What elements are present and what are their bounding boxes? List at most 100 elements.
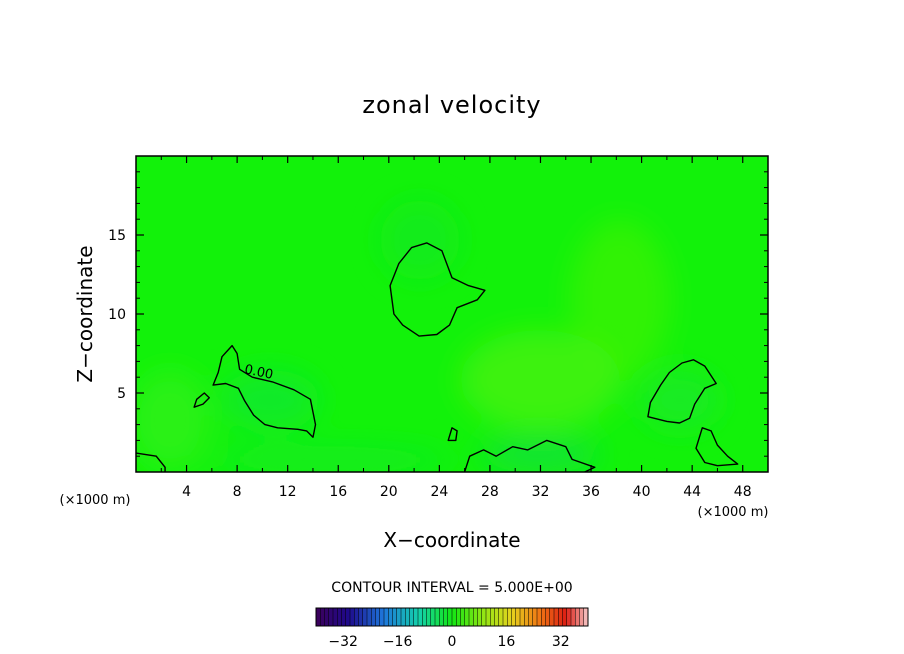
colorbar-cell xyxy=(409,608,415,626)
colorbar-cell xyxy=(435,608,440,626)
colorbar-cell xyxy=(418,608,423,626)
colorbar-cell xyxy=(328,608,334,626)
y-tick-label: 5 xyxy=(117,386,126,402)
colorbar-cell xyxy=(498,608,504,626)
colorbar-cell xyxy=(341,608,347,626)
colorbar-cell xyxy=(558,608,563,626)
colorbar-frame xyxy=(315,607,589,627)
x-tick-label: 20 xyxy=(380,484,398,500)
colorbar-cell xyxy=(320,608,325,626)
colorbar-cell xyxy=(490,608,495,626)
colorbar-cell xyxy=(350,608,355,626)
colorbar-cell xyxy=(562,608,568,626)
colorbar-cell xyxy=(486,608,491,626)
colorbar-cell xyxy=(413,608,419,626)
colorbar-cell xyxy=(316,608,321,626)
contour-lines xyxy=(136,242,739,472)
x-tick-label: 28 xyxy=(481,484,499,500)
x-tick-label: 4 xyxy=(182,484,191,500)
colorbar-cell xyxy=(528,608,534,626)
colorbar-cell xyxy=(367,608,372,626)
colorbar-cell xyxy=(430,608,436,626)
colorbar-cell xyxy=(481,608,487,626)
colorbar-cell xyxy=(579,608,585,626)
y-axis-title: Z−coordinate xyxy=(73,245,97,382)
colorbar-cell xyxy=(520,608,525,626)
colorbar-tick-label: 16 xyxy=(497,634,515,650)
y-tick-label: 10 xyxy=(108,307,126,323)
x-tick-label: 24 xyxy=(430,484,448,500)
contour-right-bottom-small xyxy=(695,427,739,467)
colorbar-cell xyxy=(477,608,483,626)
colorbar-cell xyxy=(375,608,381,626)
colorbar-tick-labels: −32 −16 0 16 32 xyxy=(328,634,569,650)
x-tick-label: 16 xyxy=(329,484,347,500)
colorbar-cell xyxy=(583,608,589,626)
x-tick-label: 36 xyxy=(582,484,600,500)
colorbar-cell xyxy=(503,608,508,626)
colorbar-cell xyxy=(452,608,457,626)
colorbar-cell xyxy=(439,608,444,626)
axis-ticks xyxy=(136,156,768,472)
colorbar-cell xyxy=(358,608,364,626)
colorbar-cell xyxy=(401,608,406,626)
contour-central-blob xyxy=(389,242,486,337)
contour-left-blob xyxy=(212,344,317,438)
x-unit-left: (×1000 m) xyxy=(60,493,131,508)
colorbar-cell xyxy=(426,608,432,626)
colorbar-cell xyxy=(333,608,338,626)
y-tick-labels: 5 10 15 xyxy=(108,228,126,402)
colorbar-cell xyxy=(379,608,385,626)
colorbar-cell xyxy=(511,608,517,626)
shade-center xyxy=(460,330,620,430)
colorbar-cell xyxy=(371,608,376,626)
colorbar-cell xyxy=(324,608,330,626)
colorbar-tick-label: −16 xyxy=(383,634,413,650)
plot-area xyxy=(136,156,768,472)
colorbar-cell xyxy=(456,608,461,626)
colorbar-cell xyxy=(354,608,359,626)
colorbar-cell xyxy=(362,608,368,626)
colorbar-cell xyxy=(566,608,572,626)
x-tick-labels: 4 8 12 16 20 24 28 32 36 40 44 48 xyxy=(182,484,752,500)
colorbar-cell xyxy=(549,608,555,626)
colorbar-cell xyxy=(541,608,546,626)
colorbar-cell xyxy=(460,608,466,626)
colorbar-cell xyxy=(537,608,542,626)
colorbar-cell xyxy=(396,608,402,626)
x-tick-label: 40 xyxy=(633,484,651,500)
shade-bottom-left xyxy=(210,446,450,472)
contour-right-blob xyxy=(647,359,717,424)
colorbar-cell xyxy=(405,608,410,626)
x-tick-label: 8 xyxy=(233,484,242,500)
colorbar-cell xyxy=(337,608,342,626)
shade-bottom-center xyxy=(480,437,600,472)
colorbar-tick-label: 32 xyxy=(552,634,570,650)
contour-value-label: 0.00 xyxy=(243,362,274,383)
colorbar xyxy=(315,607,589,627)
colorbar-cell xyxy=(575,608,580,626)
x-axis-title: X−coordinate xyxy=(383,528,520,552)
x-tick-label: 44 xyxy=(683,484,701,500)
colorbar-cell xyxy=(469,608,474,626)
contour-left-small xyxy=(193,392,210,408)
colorbar-cell xyxy=(571,608,576,626)
colorbar-cell xyxy=(473,608,478,626)
colorbar-cell xyxy=(447,608,453,626)
colorbar-cell xyxy=(384,608,389,626)
colorbar-tick-label: 0 xyxy=(448,634,457,650)
colorbar-cell xyxy=(422,608,427,626)
shade-right xyxy=(570,220,670,380)
colorbar-cell xyxy=(345,608,351,626)
colorbar-tick-label: −32 xyxy=(328,634,358,650)
contour-mid-small xyxy=(447,427,458,442)
colorbar-cell xyxy=(392,608,398,626)
x-tick-label: 12 xyxy=(279,484,297,500)
colorbar-cell xyxy=(494,608,500,626)
colorbar-cell xyxy=(507,608,512,626)
x-unit-right: (×1000 m) xyxy=(698,505,769,520)
colorbar-cell xyxy=(524,608,529,626)
colorbar-cell xyxy=(532,608,538,626)
colorbar-cell xyxy=(388,608,393,626)
